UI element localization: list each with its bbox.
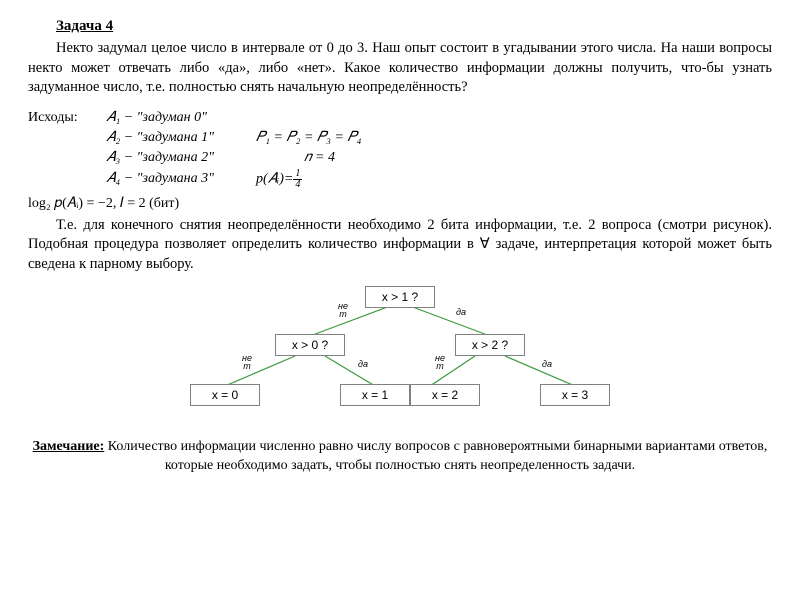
tree-leaf-3: x = 3	[540, 384, 610, 406]
edge-yes-3: да	[542, 360, 552, 368]
conclusion-text: Т.е. для конечного снятия неопределённос…	[28, 216, 772, 275]
tree-leaf-2: x = 2	[410, 384, 480, 406]
frac-den: 4	[293, 180, 302, 190]
tree-leaf-1: x = 1	[340, 384, 410, 406]
edge-no-2: не т	[242, 354, 252, 370]
edge-yes-2: да	[358, 360, 368, 368]
prob-equality: 𝑃₁ = 𝑃₂ = 𝑃₃ = 𝑃₄	[256, 128, 362, 148]
tree-leaf-0: x = 0	[190, 384, 260, 406]
remark-text: Количество информации численно равно чис…	[104, 439, 767, 473]
fraction: 14	[293, 169, 302, 190]
decision-tree: x > 1 ? x > 0 ? x > 2 ? x = 0 x = 1 x = …	[180, 284, 620, 424]
tree-node-right: x > 2 ?	[455, 334, 525, 356]
tree-root: x > 1 ?	[365, 286, 435, 308]
log-equation: log₂ 𝑝(𝐴ᵢ) = −2, 𝐼 = 2 (бит)	[28, 196, 772, 212]
p-ai-text: p(𝐴ᵢ)=	[256, 171, 293, 186]
outcome-a1: 𝐴₁ − "задуман 0"	[106, 108, 256, 128]
remark-label: Замечание:	[33, 439, 105, 454]
outcome-a3: 𝐴₃ − "задумана 2"	[106, 148, 256, 168]
task-title: Задача 4	[56, 18, 772, 35]
problem-statement: Некто задумал целое число в интервале от…	[28, 39, 772, 98]
outcomes-block: Исходы: 𝐴₁ − "задуман 0" 𝐴₂ − "задумана …	[28, 108, 772, 190]
tree-node-left: x > 0 ?	[275, 334, 345, 356]
n-equation: 𝑛 = 4	[304, 148, 335, 168]
p-ai-label: p(𝐴ᵢ)=14	[256, 169, 302, 190]
remark: Замечание: Количество информации численн…	[28, 438, 772, 476]
outcome-a4: 𝐴₄ − "задумана 3"	[106, 169, 256, 189]
edge-yes-1: да	[456, 308, 466, 316]
frac-num: 1	[293, 169, 302, 180]
outcomes-label: Исходы:	[28, 108, 106, 128]
edge-no-1: не т	[338, 302, 348, 318]
outcome-a2: 𝐴₂ − "задумана 1"	[106, 128, 256, 148]
edge-no-3: не т	[435, 354, 445, 370]
